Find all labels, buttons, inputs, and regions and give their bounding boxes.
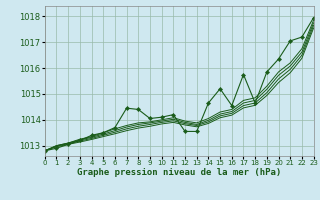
- X-axis label: Graphe pression niveau de la mer (hPa): Graphe pression niveau de la mer (hPa): [77, 168, 281, 177]
